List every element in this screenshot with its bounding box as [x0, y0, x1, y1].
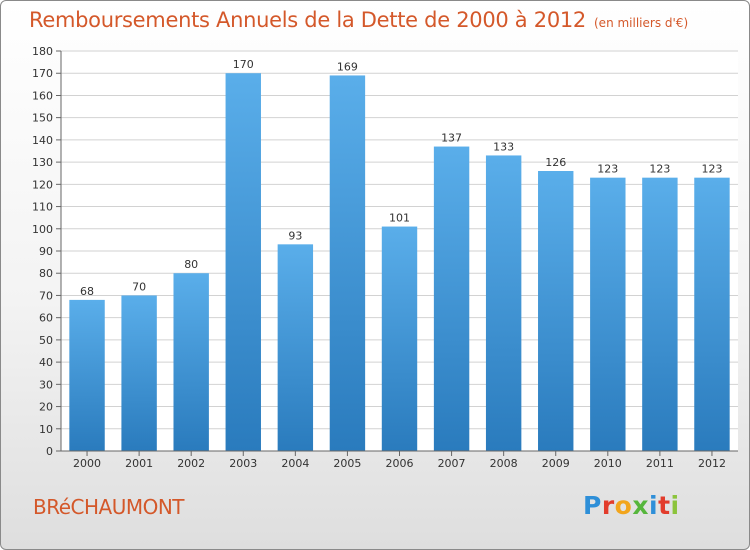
y-tick-label: 10: [39, 423, 53, 436]
y-tick-label: 90: [39, 245, 53, 258]
y-tick-label: 60: [39, 312, 53, 325]
data-label: 169: [337, 60, 358, 73]
y-tick-label: 50: [39, 334, 53, 347]
y-tick-label: 70: [39, 289, 53, 302]
y-tick-label: 110: [32, 201, 53, 214]
bar-2001: [121, 295, 157, 451]
bar-2000: [69, 299, 105, 451]
proxiti-logo: Proxiti: [583, 491, 680, 520]
y-tick-label: 140: [32, 134, 53, 147]
bar-2004: [277, 244, 314, 451]
bar-2010: [590, 177, 626, 451]
x-tick-label: 2008: [490, 457, 518, 470]
data-label: 170: [233, 58, 254, 71]
chart-unit: (en milliers d'€): [594, 16, 689, 30]
bars: [69, 73, 730, 452]
logo-letter: r: [601, 491, 615, 520]
bar-2012: [694, 177, 730, 451]
bar-2003: [225, 73, 261, 451]
data-label: 137: [441, 132, 462, 145]
x-axis: 2000 2001 2002 2003 2004 2005 2006 2007 2008 2009…: [61, 450, 738, 470]
logo-letter: t: [658, 491, 671, 520]
x-tick-label: 2012: [698, 457, 726, 470]
data-label: 93: [288, 229, 302, 242]
y-tick-label: 170: [32, 67, 53, 80]
x-tick-label: 2011: [646, 457, 674, 470]
data-label: 133: [493, 140, 514, 153]
y-axis: 0 10 20 30 40 50 60 70 80 90 100 110 120 130 140 150 160…: [32, 45, 62, 458]
bar-2002: [173, 273, 209, 451]
town-name: BRéCHAUMONT: [33, 495, 185, 519]
y-tick-label: 130: [32, 156, 53, 169]
chart-title: Remboursements Annuels de la Dette de 20…: [29, 8, 688, 32]
y-tick-label: 100: [32, 223, 53, 236]
x-tick-label: 2006: [386, 457, 414, 470]
data-label: 126: [545, 156, 566, 169]
y-tick-label: 20: [39, 401, 53, 414]
y-tick-label: 150: [32, 112, 53, 125]
logo-letter: i: [670, 491, 680, 520]
y-tick-label: 180: [32, 45, 53, 58]
y-tick-label: 30: [39, 378, 53, 391]
bar-2007: [433, 146, 470, 452]
y-tick-label: 40: [39, 356, 53, 369]
bar-2011: [642, 177, 678, 451]
x-tick-label: 2001: [125, 457, 153, 470]
data-label: 123: [649, 163, 670, 176]
x-tick-label: 2004: [281, 457, 309, 470]
data-labels: 68 70 80 170 93 169 101 137 133 126 123 123 123: [80, 58, 722, 298]
bar-2006: [381, 226, 418, 451]
logo-letter: x: [632, 491, 649, 520]
x-tick-label: 2002: [177, 457, 205, 470]
x-tick-label: 2009: [542, 457, 570, 470]
bar-2009: [538, 171, 574, 451]
data-label: 70: [132, 280, 146, 293]
logo-letter: o: [614, 491, 633, 520]
data-label: 80: [184, 258, 198, 271]
x-tick-label: 2005: [333, 457, 361, 470]
y-tick-label: 80: [39, 267, 53, 280]
data-label: 123: [701, 163, 722, 176]
bar-2008: [485, 155, 522, 451]
x-tick-label: 2003: [229, 457, 257, 470]
y-tick-label: 120: [32, 178, 53, 191]
logo-letter: i: [649, 491, 659, 520]
data-label: 68: [80, 285, 94, 298]
y-tick-label: 160: [32, 89, 53, 102]
bar-2005: [329, 75, 366, 451]
logo-letter: P: [583, 491, 602, 520]
data-label: 101: [389, 212, 410, 225]
x-tick-label: 2000: [73, 457, 101, 470]
data-label: 123: [597, 163, 618, 176]
y-tick-label: 0: [46, 445, 53, 458]
x-tick-label: 2010: [594, 457, 622, 470]
x-tick-label: 2007: [438, 457, 466, 470]
chart-title-text: Remboursements Annuels de la Dette de 20…: [29, 8, 586, 32]
